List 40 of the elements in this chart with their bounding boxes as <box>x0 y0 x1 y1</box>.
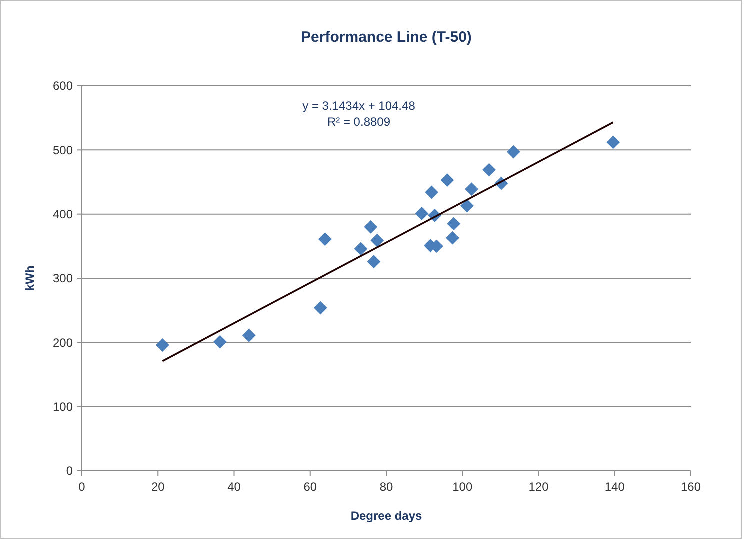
y-tick-label: 0 <box>66 464 74 478</box>
x-tick-label: 60 <box>304 480 318 494</box>
y-axis-title: kWh <box>23 266 37 292</box>
point <box>465 182 478 196</box>
x-tick-label: 0 <box>78 480 86 494</box>
point <box>314 301 328 315</box>
y-tick-label: 600 <box>52 79 74 94</box>
y-tick-label: 300 <box>52 272 74 286</box>
point <box>318 232 332 246</box>
point <box>446 231 460 245</box>
annotation: y = 3.1434x + 104.48 <box>302 99 416 113</box>
point <box>364 220 378 234</box>
point <box>506 145 520 159</box>
x-tick-label: 140 <box>604 480 626 494</box>
point <box>156 338 170 352</box>
y-tick-label: 500 <box>52 143 74 158</box>
point <box>242 328 256 342</box>
annotation: R² = 0.8809 <box>327 115 391 129</box>
point <box>370 234 384 248</box>
x-tick-label: 20 <box>151 480 166 494</box>
y-tick-label: 400 <box>52 208 74 222</box>
point <box>354 242 368 256</box>
point <box>415 206 429 220</box>
x-tick-label: 100 <box>452 480 473 494</box>
x-tick-label: 80 <box>380 480 394 494</box>
x-tick-label: 120 <box>528 480 550 494</box>
point <box>367 255 381 269</box>
point <box>606 136 620 150</box>
point <box>425 186 439 200</box>
y-tick-label: 200 <box>52 336 74 350</box>
point <box>482 163 496 177</box>
chart-title: Performance Line (T-50) <box>301 29 472 46</box>
x-axis-title: Degree days <box>350 509 423 523</box>
x-tick-label: 160 <box>680 480 702 494</box>
point <box>213 335 227 349</box>
point <box>460 199 474 213</box>
y-tick-label: 100 <box>52 400 74 414</box>
point <box>447 217 461 231</box>
x-tick-label: 40 <box>228 480 242 494</box>
point <box>440 174 454 188</box>
